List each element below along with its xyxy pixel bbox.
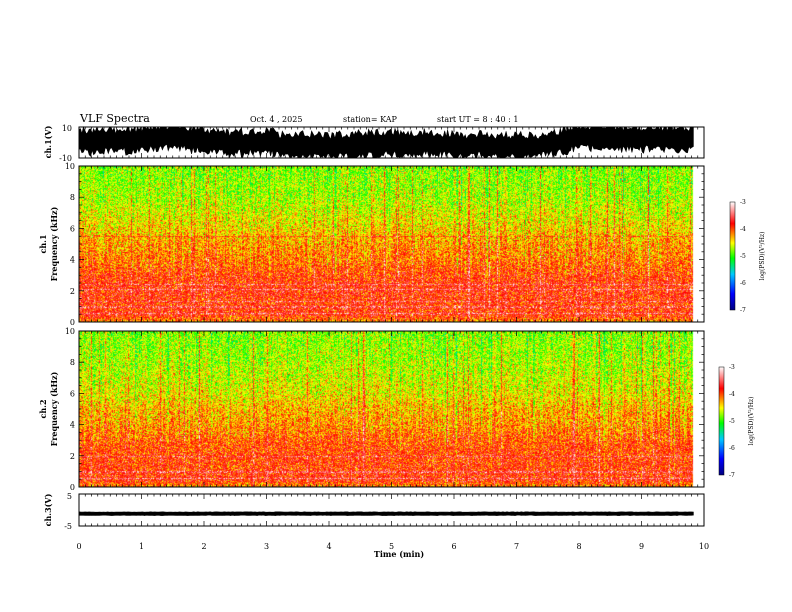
ch3-ytick-top: 5 — [67, 492, 72, 501]
ch3-waveform-ticks — [78, 494, 705, 526]
ch1-spectrogram-panel: 0 2 4 6 8 10 ch.1 Frequency (kHz) — [38, 162, 705, 327]
ch1-cb-tick-m3: -3 — [740, 199, 746, 206]
x-axis-label: Time (min) — [374, 549, 424, 559]
ch2-spectrogram-ticks — [78, 330, 705, 488]
ch1-waveform-trace — [78, 126, 694, 158]
ch1-waveform-ticks — [78, 127, 705, 158]
ch2-ytick-10: 10 — [65, 327, 75, 336]
xtick-9: 9 — [639, 542, 644, 551]
ch1-ytick-0: 0 — [70, 318, 75, 327]
ch1-spectrogram-ylabel-channel: ch.1 — [38, 234, 48, 253]
ch2-spectrogram-ytick-labels: 0 2 4 6 8 10 — [65, 327, 75, 492]
ch1-cb-tick-m4: -4 — [740, 226, 746, 233]
ch2-colorbar-gradient — [718, 366, 725, 476]
ch1-colorbar-gradient — [729, 201, 736, 311]
xtick-8: 8 — [576, 542, 581, 551]
ch1-spectrogram-image-wrap — [79, 166, 704, 322]
ch2-cb-tick-m5: -5 — [729, 418, 735, 425]
ch3-waveform-ylabel: ch.3(V) — [43, 493, 53, 526]
ch2-ytick-2: 2 — [70, 452, 75, 461]
ch1-cb-tick-m5: -5 — [740, 253, 746, 260]
ch2-spectrogram-ylabel: Frequency (kHz) — [49, 371, 59, 446]
ch2-spectrogram-image-wrap — [79, 331, 704, 487]
ch2-ytick-4: 4 — [70, 421, 75, 430]
ch1-waveform-ylabel: ch.1(V) — [43, 125, 53, 158]
ch3-ytick-bottom: -5 — [64, 522, 72, 531]
ch1-cb-tick-m7: -7 — [740, 307, 746, 314]
header-start-ut: start UT = 8 : 40 : 1 — [437, 115, 518, 124]
ch2-spectrogram-ylabel-channel: ch.2 — [38, 399, 48, 418]
ch3-waveform-panel: 5 -5 ch.3(V) — [43, 492, 705, 531]
ch1-ytick-8: 8 — [70, 193, 75, 202]
ch2-ytick-8: 8 — [70, 358, 75, 367]
ch3-waveform-trace — [78, 511, 694, 516]
header-station: station= KAP — [343, 115, 398, 124]
header-date: Oct. 4 , 2025 — [250, 115, 302, 124]
ch1-spectrogram-image — [79, 166, 704, 322]
xtick-4: 4 — [326, 542, 331, 551]
ch1-spectrogram-ticks — [78, 165, 705, 323]
figure-title: VLF Spectra — [79, 112, 150, 125]
ch2-cb-tick-m6: -6 — [729, 445, 735, 452]
ch2-colorbar: -3 -4 -5 -6 -7 log(PSD)(V²/Hz) — [718, 364, 755, 479]
ch2-ytick-6: 6 — [70, 389, 75, 398]
ch1-ytick-top: 10 — [62, 124, 72, 133]
ch1-spectrogram-ytick-labels: 0 2 4 6 8 10 — [65, 162, 75, 327]
ch1-spectrogram-ylabel: Frequency (kHz) — [49, 206, 59, 281]
ch1-waveform-panel: 10 -10 ch.1(V) — [43, 124, 705, 163]
ch2-spectrogram-image — [79, 331, 704, 487]
ch2-spectrogram-panel: 0 2 4 6 8 10 ch.2 Frequency (kHz) — [38, 327, 705, 492]
x-axis-tick-labels: 0 1 2 3 4 5 6 7 8 9 10 — [76, 542, 709, 551]
xtick-0: 0 — [76, 542, 81, 551]
xtick-7: 7 — [514, 542, 519, 551]
xtick-6: 6 — [451, 542, 456, 551]
xtick-10: 10 — [699, 542, 709, 551]
xtick-2: 2 — [201, 542, 206, 551]
ch1-ytick-bottom: -10 — [59, 154, 72, 163]
ch1-colorbar: -3 -4 -5 -6 -7 log(PSD)(V²/Hz) — [729, 199, 766, 314]
xtick-3: 3 — [264, 542, 269, 551]
ch2-cb-tick-m4: -4 — [729, 391, 735, 398]
xtick-5: 5 — [389, 542, 394, 551]
ch1-ytick-4: 4 — [70, 256, 75, 265]
xtick-1: 1 — [139, 542, 144, 551]
ch2-cb-tick-m7: -7 — [729, 472, 735, 479]
ch2-colorbar-label: log(PSD)(V²/Hz) — [748, 397, 755, 446]
ch1-ytick-2: 2 — [70, 287, 75, 296]
ch1-ytick-6: 6 — [70, 224, 75, 233]
ch1-ytick-10: 10 — [65, 162, 75, 171]
ch2-ytick-0: 0 — [70, 483, 75, 492]
ch2-cb-tick-m3: -3 — [729, 364, 735, 371]
ch1-cb-tick-m6: -6 — [740, 280, 746, 287]
ch1-colorbar-label: log(PSD)(V²/Hz) — [759, 232, 766, 281]
